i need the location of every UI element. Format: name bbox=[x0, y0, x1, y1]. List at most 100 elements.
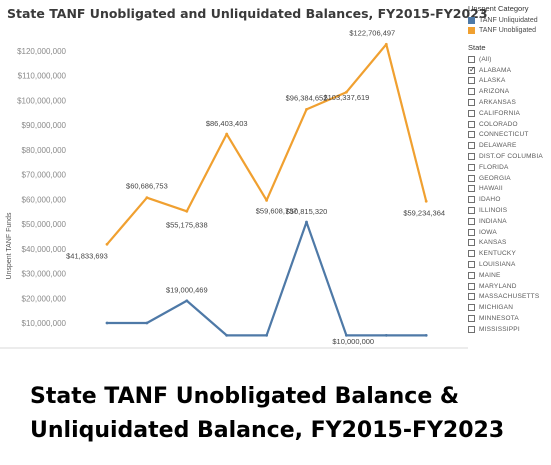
data-point[interactable] bbox=[265, 333, 268, 337]
state-filter-item[interactable]: COLORADO bbox=[468, 119, 551, 130]
data-point[interactable] bbox=[225, 333, 229, 337]
state-checkbox[interactable] bbox=[468, 239, 475, 247]
y-tick-label: $30,000,000 bbox=[22, 270, 67, 279]
data-label: $96,384,652 bbox=[286, 93, 328, 102]
state-checkbox[interactable] bbox=[468, 271, 475, 279]
state-label: DELAWARE bbox=[479, 142, 517, 150]
data-point[interactable] bbox=[105, 321, 109, 325]
state-filter-item[interactable]: MARYLAND bbox=[468, 281, 551, 292]
data-point[interactable] bbox=[145, 321, 149, 325]
state-checkbox[interactable] bbox=[468, 65, 476, 74]
data-point[interactable] bbox=[424, 333, 428, 337]
state-checkbox[interactable] bbox=[468, 142, 475, 150]
state-filter-item[interactable]: MAINE bbox=[468, 270, 551, 281]
state-filter-item[interactable]: ILLINOIS bbox=[468, 205, 551, 216]
state-label: ALABAMA bbox=[479, 66, 512, 74]
state-filter-item[interactable]: HAWAII bbox=[468, 184, 551, 195]
state-checkbox[interactable] bbox=[468, 55, 475, 63]
state-filter-item[interactable]: ARKANSAS bbox=[468, 97, 551, 108]
state-label: MISSISSIPPI bbox=[479, 325, 520, 333]
series-layer bbox=[105, 42, 428, 337]
state-checkbox[interactable] bbox=[468, 315, 475, 323]
state-filter-item[interactable]: MASSACHUSETTS bbox=[468, 292, 551, 303]
y-tick-label: $100,000,000 bbox=[17, 96, 66, 105]
data-label: $122,706,497 bbox=[349, 28, 395, 37]
state-checkbox[interactable] bbox=[468, 261, 475, 269]
data-label: $55,175,838 bbox=[166, 220, 208, 229]
state-filter-item[interactable]: IDAHO bbox=[468, 194, 551, 205]
state-checkbox[interactable] bbox=[468, 185, 475, 193]
state-label: FLORIDA bbox=[479, 163, 509, 171]
legend-swatch-unliquidated bbox=[468, 16, 475, 24]
state-label: INDIANA bbox=[479, 217, 507, 225]
data-point[interactable] bbox=[265, 198, 268, 202]
state-filter-item[interactable]: ARIZONA bbox=[468, 86, 551, 97]
state-filter-item[interactable]: MISSISSIPPI bbox=[468, 324, 551, 335]
caption: State TANF Unobligated Balance & Unliqui… bbox=[30, 380, 540, 448]
state-checkbox[interactable] bbox=[468, 120, 475, 128]
state-filter-item[interactable]: MICHIGAN bbox=[468, 302, 551, 313]
state-checkbox[interactable] bbox=[468, 304, 475, 312]
state-checkbox[interactable] bbox=[468, 77, 475, 85]
state-checkbox[interactable] bbox=[468, 228, 475, 236]
y-tick-label: $110,000,000 bbox=[18, 72, 67, 81]
state-checkbox[interactable] bbox=[468, 196, 475, 204]
data-point[interactable] bbox=[185, 209, 189, 213]
state-filter-item[interactable]: CONNECTICUT bbox=[468, 130, 551, 141]
state-label: ILLINOIS bbox=[479, 207, 508, 215]
state-filter-item[interactable]: LOUISIANA bbox=[468, 259, 551, 270]
state-checkbox[interactable] bbox=[468, 99, 475, 107]
state-filter-item[interactable]: KANSAS bbox=[468, 238, 551, 249]
data-point[interactable] bbox=[345, 90, 348, 94]
data-point[interactable] bbox=[305, 107, 308, 111]
data-label: $41,833,693 bbox=[66, 251, 108, 260]
state-checkbox[interactable] bbox=[468, 217, 475, 225]
state-filter-item[interactable]: DELAWARE bbox=[468, 140, 551, 151]
state-checkbox[interactable] bbox=[468, 153, 475, 161]
state-filter-item[interactable]: FLORIDA bbox=[468, 162, 551, 173]
state-checkbox[interactable] bbox=[468, 174, 475, 182]
data-point[interactable] bbox=[384, 42, 388, 46]
legend-heading: Unspent Category bbox=[468, 4, 529, 13]
chart-title: State TANF Unobligated and Unliquidated … bbox=[7, 6, 488, 21]
state-filter-item[interactable]: (All) bbox=[468, 54, 551, 65]
state-filter-item[interactable]: MINNESOTA bbox=[468, 313, 551, 324]
state-label: ALASKA bbox=[479, 77, 506, 85]
legend-item-unobligated[interactable]: TANF Unobligated bbox=[468, 25, 551, 35]
data-point[interactable] bbox=[145, 196, 149, 200]
state-checkbox[interactable] bbox=[468, 325, 475, 333]
state-checkbox[interactable] bbox=[468, 250, 475, 258]
state-filter-item[interactable]: KENTUCKY bbox=[468, 248, 551, 259]
state-filter-item[interactable]: GEORGIA bbox=[468, 173, 551, 184]
data-point[interactable] bbox=[345, 333, 348, 337]
data-point[interactable] bbox=[424, 199, 428, 203]
data-point[interactable] bbox=[225, 132, 229, 136]
state-label: HAWAII bbox=[479, 185, 503, 193]
state-checkbox[interactable] bbox=[468, 293, 475, 301]
state-label: KENTUCKY bbox=[479, 250, 516, 258]
state-checkbox[interactable] bbox=[468, 109, 475, 117]
data-label: $50,815,320 bbox=[286, 207, 328, 216]
data-point[interactable] bbox=[105, 242, 109, 246]
data-point[interactable] bbox=[185, 299, 189, 303]
state-label: DIST.OF COLUMBIA bbox=[479, 153, 543, 161]
state-filter-item[interactable]: INDIANA bbox=[468, 216, 551, 227]
state-filter-item[interactable]: IOWA bbox=[468, 227, 551, 238]
state-filter-item[interactable]: CALIFORNIA bbox=[468, 108, 551, 119]
state-checkbox[interactable] bbox=[468, 163, 475, 171]
state-label: ARIZONA bbox=[479, 88, 510, 96]
y-axis-ticks: $10,000,000 $20,000,000 $30,000,000 $40,000… bbox=[17, 47, 66, 328]
state-filter-item[interactable]: ALASKA bbox=[468, 76, 551, 87]
y-tick-label: $20,000,000 bbox=[22, 294, 67, 303]
state-checkbox[interactable] bbox=[468, 88, 475, 96]
state-checkbox[interactable] bbox=[468, 207, 475, 215]
state-checkbox[interactable] bbox=[468, 282, 475, 290]
state-filter-item[interactable]: ALABAMA bbox=[468, 65, 551, 76]
legend-item-unliquidated[interactable]: TANF Unliquidated bbox=[468, 15, 551, 25]
state-filter-item[interactable]: DIST.OF COLUMBIA bbox=[468, 151, 551, 162]
data-point[interactable] bbox=[305, 220, 308, 224]
legend-panel: Unspent Category TANF Unliquidated TANF … bbox=[468, 4, 551, 349]
data-point[interactable] bbox=[384, 333, 388, 337]
state-checkbox[interactable] bbox=[468, 131, 475, 139]
state-label: MICHIGAN bbox=[479, 304, 514, 312]
